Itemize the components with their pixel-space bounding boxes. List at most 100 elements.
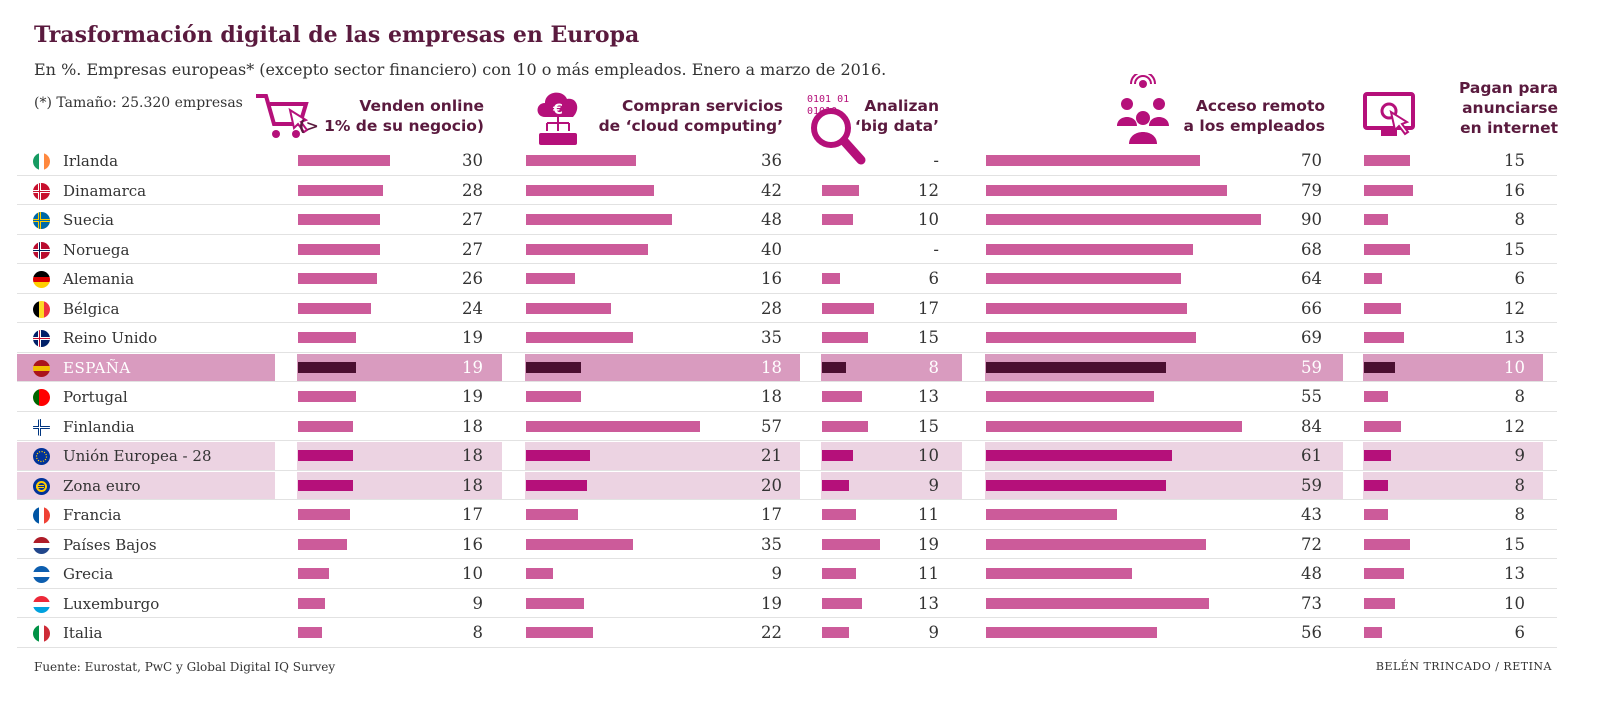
country-flag-icon xyxy=(33,418,50,436)
data-label: 19 xyxy=(918,534,939,554)
data-label: 30 xyxy=(462,151,483,170)
bar xyxy=(986,538,1206,550)
country-name: ESPAÑA xyxy=(63,358,131,377)
table-row: Zona euro 18 20 9 59 8 xyxy=(17,471,1557,500)
bar xyxy=(298,332,356,343)
data-label: 26 xyxy=(462,269,483,288)
bar xyxy=(1364,184,1413,196)
row-divider xyxy=(17,263,1557,264)
data-label: 69 xyxy=(1301,328,1322,347)
data-label: 17 xyxy=(462,505,483,524)
data-label: 10 xyxy=(1504,593,1525,613)
svg-text:0101 01: 0101 01 xyxy=(807,94,849,105)
bar xyxy=(822,479,850,491)
bar xyxy=(986,243,1194,255)
data-label: 48 xyxy=(761,210,782,229)
data-label: 20 xyxy=(761,475,782,495)
data-label: 15 xyxy=(1504,534,1525,554)
data-label: 13 xyxy=(1504,328,1525,347)
data-label: 68 xyxy=(1301,239,1322,259)
data-label: 15 xyxy=(918,328,939,347)
bar xyxy=(986,332,1197,343)
country-flag-icon xyxy=(33,566,50,583)
row-divider xyxy=(17,410,1557,412)
column-separator xyxy=(297,145,298,661)
data-label: 28 xyxy=(462,180,483,200)
table-row: Portugal 19 18 13 55 8 xyxy=(17,382,1557,412)
bar xyxy=(1364,391,1389,402)
data-label: 90 xyxy=(1301,210,1322,229)
country-name: Bélgica xyxy=(63,299,120,318)
data-label: 16 xyxy=(462,534,483,554)
data-label: 22 xyxy=(761,623,782,642)
bar xyxy=(822,184,859,196)
bar xyxy=(526,420,700,432)
data-label: 15 xyxy=(1504,239,1525,259)
country-flag-icon xyxy=(33,271,50,288)
bar xyxy=(526,568,554,579)
bar xyxy=(298,568,329,579)
data-label: 11 xyxy=(918,564,939,583)
header-line: Pagan para xyxy=(1458,79,1558,97)
column-header-cloud: Compran servicios de ‘cloud computing’ xyxy=(599,96,783,136)
data-label: 42 xyxy=(761,180,782,200)
row-divider xyxy=(17,646,1557,648)
bar xyxy=(822,214,853,225)
data-label: 27 xyxy=(462,210,483,229)
shopping-cart-icon xyxy=(256,94,309,138)
bar xyxy=(526,450,591,461)
data-label: 48 xyxy=(1301,564,1322,583)
table-row: Bélgica 24 28 17 66 12 xyxy=(17,294,1557,323)
data-label: 10 xyxy=(918,446,939,465)
data-label: 59 xyxy=(1301,357,1322,377)
bar xyxy=(298,155,390,166)
header-line: ‘big data’ xyxy=(854,117,939,135)
row-divider xyxy=(17,528,1557,530)
bar xyxy=(1364,420,1401,432)
bar xyxy=(822,538,880,550)
bar xyxy=(526,302,612,314)
header-line: de ‘cloud computing’ xyxy=(598,117,783,135)
data-label: 13 xyxy=(918,593,939,613)
data-label: 15 xyxy=(918,416,939,436)
remote-employees-icon xyxy=(1117,74,1169,144)
header-line: anunciarse xyxy=(1462,99,1558,117)
bar xyxy=(822,597,862,609)
data-label: 10 xyxy=(1504,357,1525,377)
country-name: Unión Europea - 28 xyxy=(63,447,212,465)
data-label: 16 xyxy=(1504,180,1525,200)
row-divider xyxy=(17,617,1557,618)
data-label: - xyxy=(933,239,939,259)
bar xyxy=(526,184,655,196)
country-name: Portugal xyxy=(63,388,128,406)
country-flag-icon xyxy=(33,389,50,406)
row-divider xyxy=(17,469,1557,471)
data-label: 15 xyxy=(1504,151,1525,170)
data-label: 56 xyxy=(1301,623,1322,642)
table-row: Dinamarca 28 42 12 79 16 xyxy=(17,176,1557,205)
bar xyxy=(298,302,372,314)
data-label: 18 xyxy=(462,475,483,495)
data-label: 8 xyxy=(1514,475,1526,495)
column-separator xyxy=(985,145,986,661)
bar xyxy=(526,273,575,284)
bar xyxy=(986,273,1182,284)
data-label: 59 xyxy=(1301,475,1322,495)
data-label: 6 xyxy=(1514,623,1526,642)
bar xyxy=(526,479,587,491)
data-label: 18 xyxy=(761,357,782,377)
row-divider xyxy=(17,204,1557,205)
data-label: 9 xyxy=(472,593,484,613)
row-divider xyxy=(17,322,1557,323)
table-row: Reino Unido 19 35 15 69 13 xyxy=(17,323,1557,353)
country-flag-icon xyxy=(33,241,50,259)
bar xyxy=(1364,273,1383,284)
data-label: 19 xyxy=(462,328,483,347)
row-highlight xyxy=(17,442,275,470)
bar xyxy=(298,214,381,225)
table-row: Grecia 10 9 11 48 13 xyxy=(17,559,1557,589)
bar xyxy=(986,184,1227,196)
table-row: Alemania 26 16 6 64 6 xyxy=(17,264,1557,294)
data-label: 10 xyxy=(462,564,483,583)
bar xyxy=(822,420,868,432)
